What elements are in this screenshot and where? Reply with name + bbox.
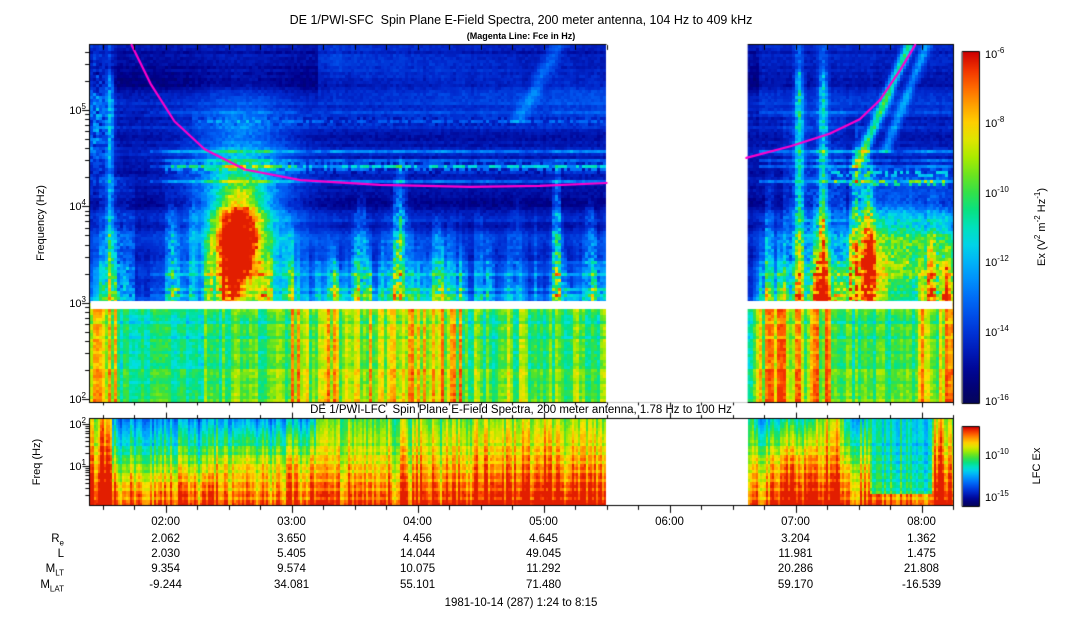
time-tick-label: 04:00 <box>403 516 432 528</box>
ephemeris-value: 9.354 <box>151 563 180 575</box>
ephemeris-value: 71.480 <box>525 579 562 591</box>
ephemeris-row-label: MLAT <box>40 579 64 594</box>
ephemeris-value: 1.362 <box>907 533 936 545</box>
sfc-y-axis-label: Frequency (Hz) <box>34 185 47 261</box>
sfc-colorbar-tick-label: 10-14 <box>985 323 1009 339</box>
sfc-colorbar-tick-label: 10-10 <box>985 184 1009 200</box>
ephemeris-value: 2.030 <box>151 548 180 560</box>
ephemeris-value: 3.204 <box>781 533 810 545</box>
time-tick-label: 03:00 <box>277 516 306 528</box>
lfc-colorbar-tick-label: 10-15 <box>985 489 1009 504</box>
ephemeris-value: -9.244 <box>149 579 182 591</box>
sfc-y-tick-label: 104 <box>69 198 86 213</box>
ephemeris-value: 1.475 <box>907 548 936 560</box>
lfc-y-tick-label: 101 <box>69 458 86 473</box>
ephemeris-row-label: Re <box>51 533 64 548</box>
ephemeris-value: 14.044 <box>399 548 436 560</box>
sfc-colorbar-tick-label: 10-6 <box>985 46 1005 61</box>
time-tick-label: 07:00 <box>781 516 810 528</box>
ephemeris-value: 5.405 <box>277 548 306 560</box>
time-tick-label: 08:00 <box>907 516 936 528</box>
ephemeris-value: 55.101 <box>399 579 436 591</box>
sfc-colorbar-label: Ex (V2 m-2 Hz-1) <box>1033 187 1048 267</box>
ephemeris-value: 59.170 <box>777 579 814 591</box>
sfc-y-tick-label: 102 <box>69 391 86 406</box>
ephemeris-value: 10.075 <box>399 563 436 575</box>
sfc-colorbar-tick-label: 10-8 <box>985 115 1005 131</box>
ephemeris-row-label: MLT <box>45 563 64 578</box>
sfc-colorbar-tick-label: 10-12 <box>985 254 1009 269</box>
ephemeris-value: 11.981 <box>778 548 813 560</box>
ephemeris-value: 2.062 <box>151 533 180 545</box>
ephemeris-value: 34.081 <box>273 579 310 591</box>
ephemeris-value: 20.286 <box>777 563 814 575</box>
sfc-subtitle: (Magenta Line: Fce in Hz) <box>466 31 576 41</box>
sfc-y-tick-label: 103 <box>69 294 86 310</box>
ephemeris-value: 21.808 <box>903 563 940 575</box>
ephemeris-value: 4.456 <box>403 533 432 545</box>
ephemeris-value: 4.645 <box>529 533 558 545</box>
sfc-title: DE 1/PWI-SFC Spin Plane E-Field Spectra,… <box>289 13 753 27</box>
lfc-title: DE 1/PWI-LFC Spin Plane E-Field Spectra,… <box>310 404 732 416</box>
ephemeris-value: 9.574 <box>277 563 306 575</box>
lfc-colorbar-tick-label: 10-10 <box>985 447 1009 462</box>
ephemeris-value: 3.650 <box>277 533 306 545</box>
ephemeris-row-label: L <box>57 548 64 560</box>
ephemeris-value: -16.539 <box>901 579 942 591</box>
lfc-y-tick-label: 102 <box>69 416 86 431</box>
sfc-y-tick-label: 105 <box>69 101 86 117</box>
time-tick-label: 06:00 <box>655 516 684 528</box>
time-tick-label: 02:00 <box>151 516 180 528</box>
lfc-y-axis-label: Freq (Hz) <box>30 438 43 486</box>
ephemeris-value: 11.292 <box>526 563 561 575</box>
footer-date-range: 1981-10-14 (287) 1:24 to 8:15 <box>444 597 598 609</box>
sfc-colorbar-tick-label: 10-16 <box>985 393 1009 408</box>
lfc-colorbar-label: LFC Ex <box>1030 447 1043 485</box>
time-tick-label: 05:00 <box>529 516 558 528</box>
ephemeris-value: 49.045 <box>525 548 562 560</box>
